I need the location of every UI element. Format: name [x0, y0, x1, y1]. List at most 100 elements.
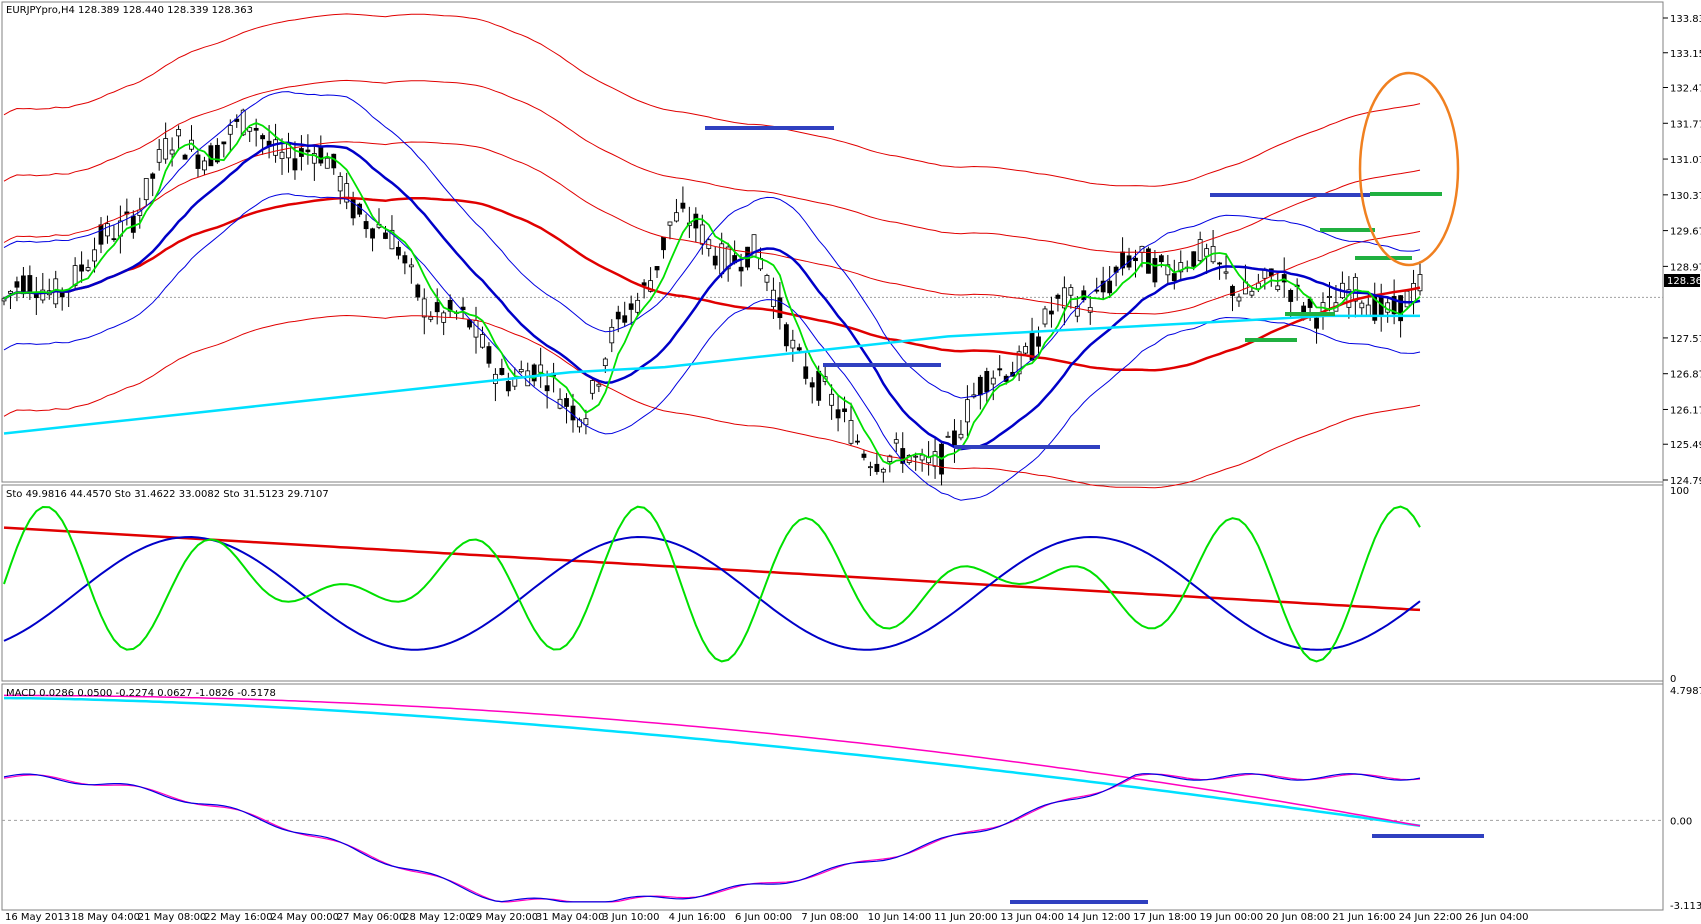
candle-body: [977, 376, 983, 396]
axis-layer: 133.830 133.150 132.470 131.770 131.070 130.3…: [5, 14, 1701, 923]
candle-body: [1197, 239, 1203, 262]
candle-body: [1314, 317, 1319, 329]
macd-long-line: [4, 696, 1421, 828]
candle-body: [363, 221, 369, 230]
time-tick-label: 22 May 16:00: [204, 912, 273, 923]
sto-mid-line: [3, 535, 1421, 651]
candle-body: [1249, 290, 1255, 296]
macd-tick-label: 4.7987: [1670, 686, 1701, 697]
candle-body: [370, 228, 375, 239]
candle-body: [1404, 290, 1410, 308]
candle-body: [357, 203, 363, 215]
ma-fast-line: [3, 122, 1421, 466]
candle-body: [480, 334, 485, 348]
candle-body: [674, 212, 679, 222]
band-upper: [3, 91, 1421, 399]
candle-body: [984, 371, 990, 393]
candle-body: [544, 385, 550, 392]
time-tick-label: 26 Jun 04:00: [1465, 912, 1529, 923]
candle-body: [1236, 296, 1242, 302]
candle-body: [855, 440, 860, 443]
current-price-label: 128.363: [1667, 276, 1701, 287]
candle-body: [1042, 308, 1048, 325]
annotation-ellipse: [1358, 71, 1460, 267]
candle-body: [156, 149, 162, 163]
candle-body: [163, 138, 169, 160]
time-tick-label: 24 Jun 22:00: [1399, 912, 1463, 923]
candle-body: [85, 267, 91, 271]
candle-body: [14, 281, 20, 288]
candle-body: [1301, 305, 1307, 314]
candle-body: [518, 369, 524, 373]
candle-body: [893, 439, 899, 444]
candle-body: [240, 109, 246, 136]
time-tick-label: 27 May 06:00: [337, 912, 406, 923]
bollinger-inner-upper: [3, 141, 1421, 315]
candle-body: [292, 158, 298, 171]
candle-body: [880, 468, 886, 473]
price-tick-label: 124.790: [1670, 476, 1701, 487]
candle-body: [699, 224, 705, 245]
candle-body: [415, 284, 421, 298]
candle-body: [27, 275, 33, 292]
current-price-tag: [1664, 274, 1700, 287]
macd-main-line: [3, 773, 1421, 903]
candle-body: [1146, 248, 1151, 274]
candle-body: [842, 408, 847, 412]
candle-body: [79, 264, 84, 272]
candle-body: [1158, 255, 1164, 263]
candle-body: [260, 135, 266, 140]
candle-body: [919, 454, 925, 461]
stochastic-layer: [3, 505, 1421, 663]
candle-body: [1411, 283, 1416, 303]
macd-tick-label: -3.1133: [1670, 901, 1701, 912]
time-tick-label: 17 Jun 18:00: [1133, 912, 1197, 923]
candle-body: [279, 151, 285, 159]
stochastic-header: Sto 49.9816 44.4570 Sto 31.4622 33.0082 …: [6, 489, 329, 500]
candle-body: [1107, 280, 1113, 294]
time-tick-label: 19 Jun 00:00: [1200, 912, 1264, 923]
time-tick-label: 18 May 04:00: [71, 912, 140, 923]
candle-body: [945, 435, 951, 438]
price-panel-header: EURJPYpro,H4 128.389 128.440 128.339 128…: [6, 5, 253, 16]
candle-body: [460, 306, 466, 311]
candle-body: [273, 139, 278, 156]
time-tick-label: 14 Jun 12:00: [1067, 912, 1131, 923]
candle-body: [1036, 336, 1041, 347]
price-tick-label: 129.670: [1670, 227, 1701, 238]
candle-body: [654, 266, 660, 271]
candle-body: [1171, 273, 1177, 282]
candle-body: [1281, 274, 1287, 283]
candle-body: [777, 297, 783, 319]
candle-body: [997, 368, 1003, 371]
candle-body: [1087, 307, 1093, 313]
candle-body: [615, 311, 621, 320]
candle-body: [421, 298, 427, 318]
candle-body: [311, 153, 317, 164]
macd-tick-label: 0.00: [1670, 816, 1692, 827]
price-tick-label: 133.150: [1670, 49, 1701, 60]
candle-body: [906, 454, 912, 463]
candle-body: [868, 466, 873, 469]
candle-body: [712, 255, 718, 266]
candle-body: [428, 316, 434, 320]
price-tick-label: 130.370: [1670, 191, 1701, 202]
candle-body: [486, 346, 492, 364]
candle-body: [874, 463, 880, 472]
candle-body: [589, 380, 595, 394]
time-tick-label: 29 May 20:00: [470, 912, 539, 923]
bollinger-mid-upper: [3, 79, 1421, 254]
candle-body: [344, 183, 350, 203]
candle-body: [1365, 304, 1371, 316]
candle-body: [816, 370, 822, 401]
price-tick-label: 131.070: [1670, 155, 1701, 166]
candle-body: [525, 370, 531, 387]
candle-body: [1055, 294, 1061, 299]
candle-body: [958, 433, 964, 439]
candle-body: [531, 364, 537, 382]
time-tick-label: 28 May 12:00: [403, 912, 472, 923]
candle-body: [20, 275, 26, 295]
candle-body: [195, 154, 201, 169]
candle-body: [182, 154, 188, 160]
